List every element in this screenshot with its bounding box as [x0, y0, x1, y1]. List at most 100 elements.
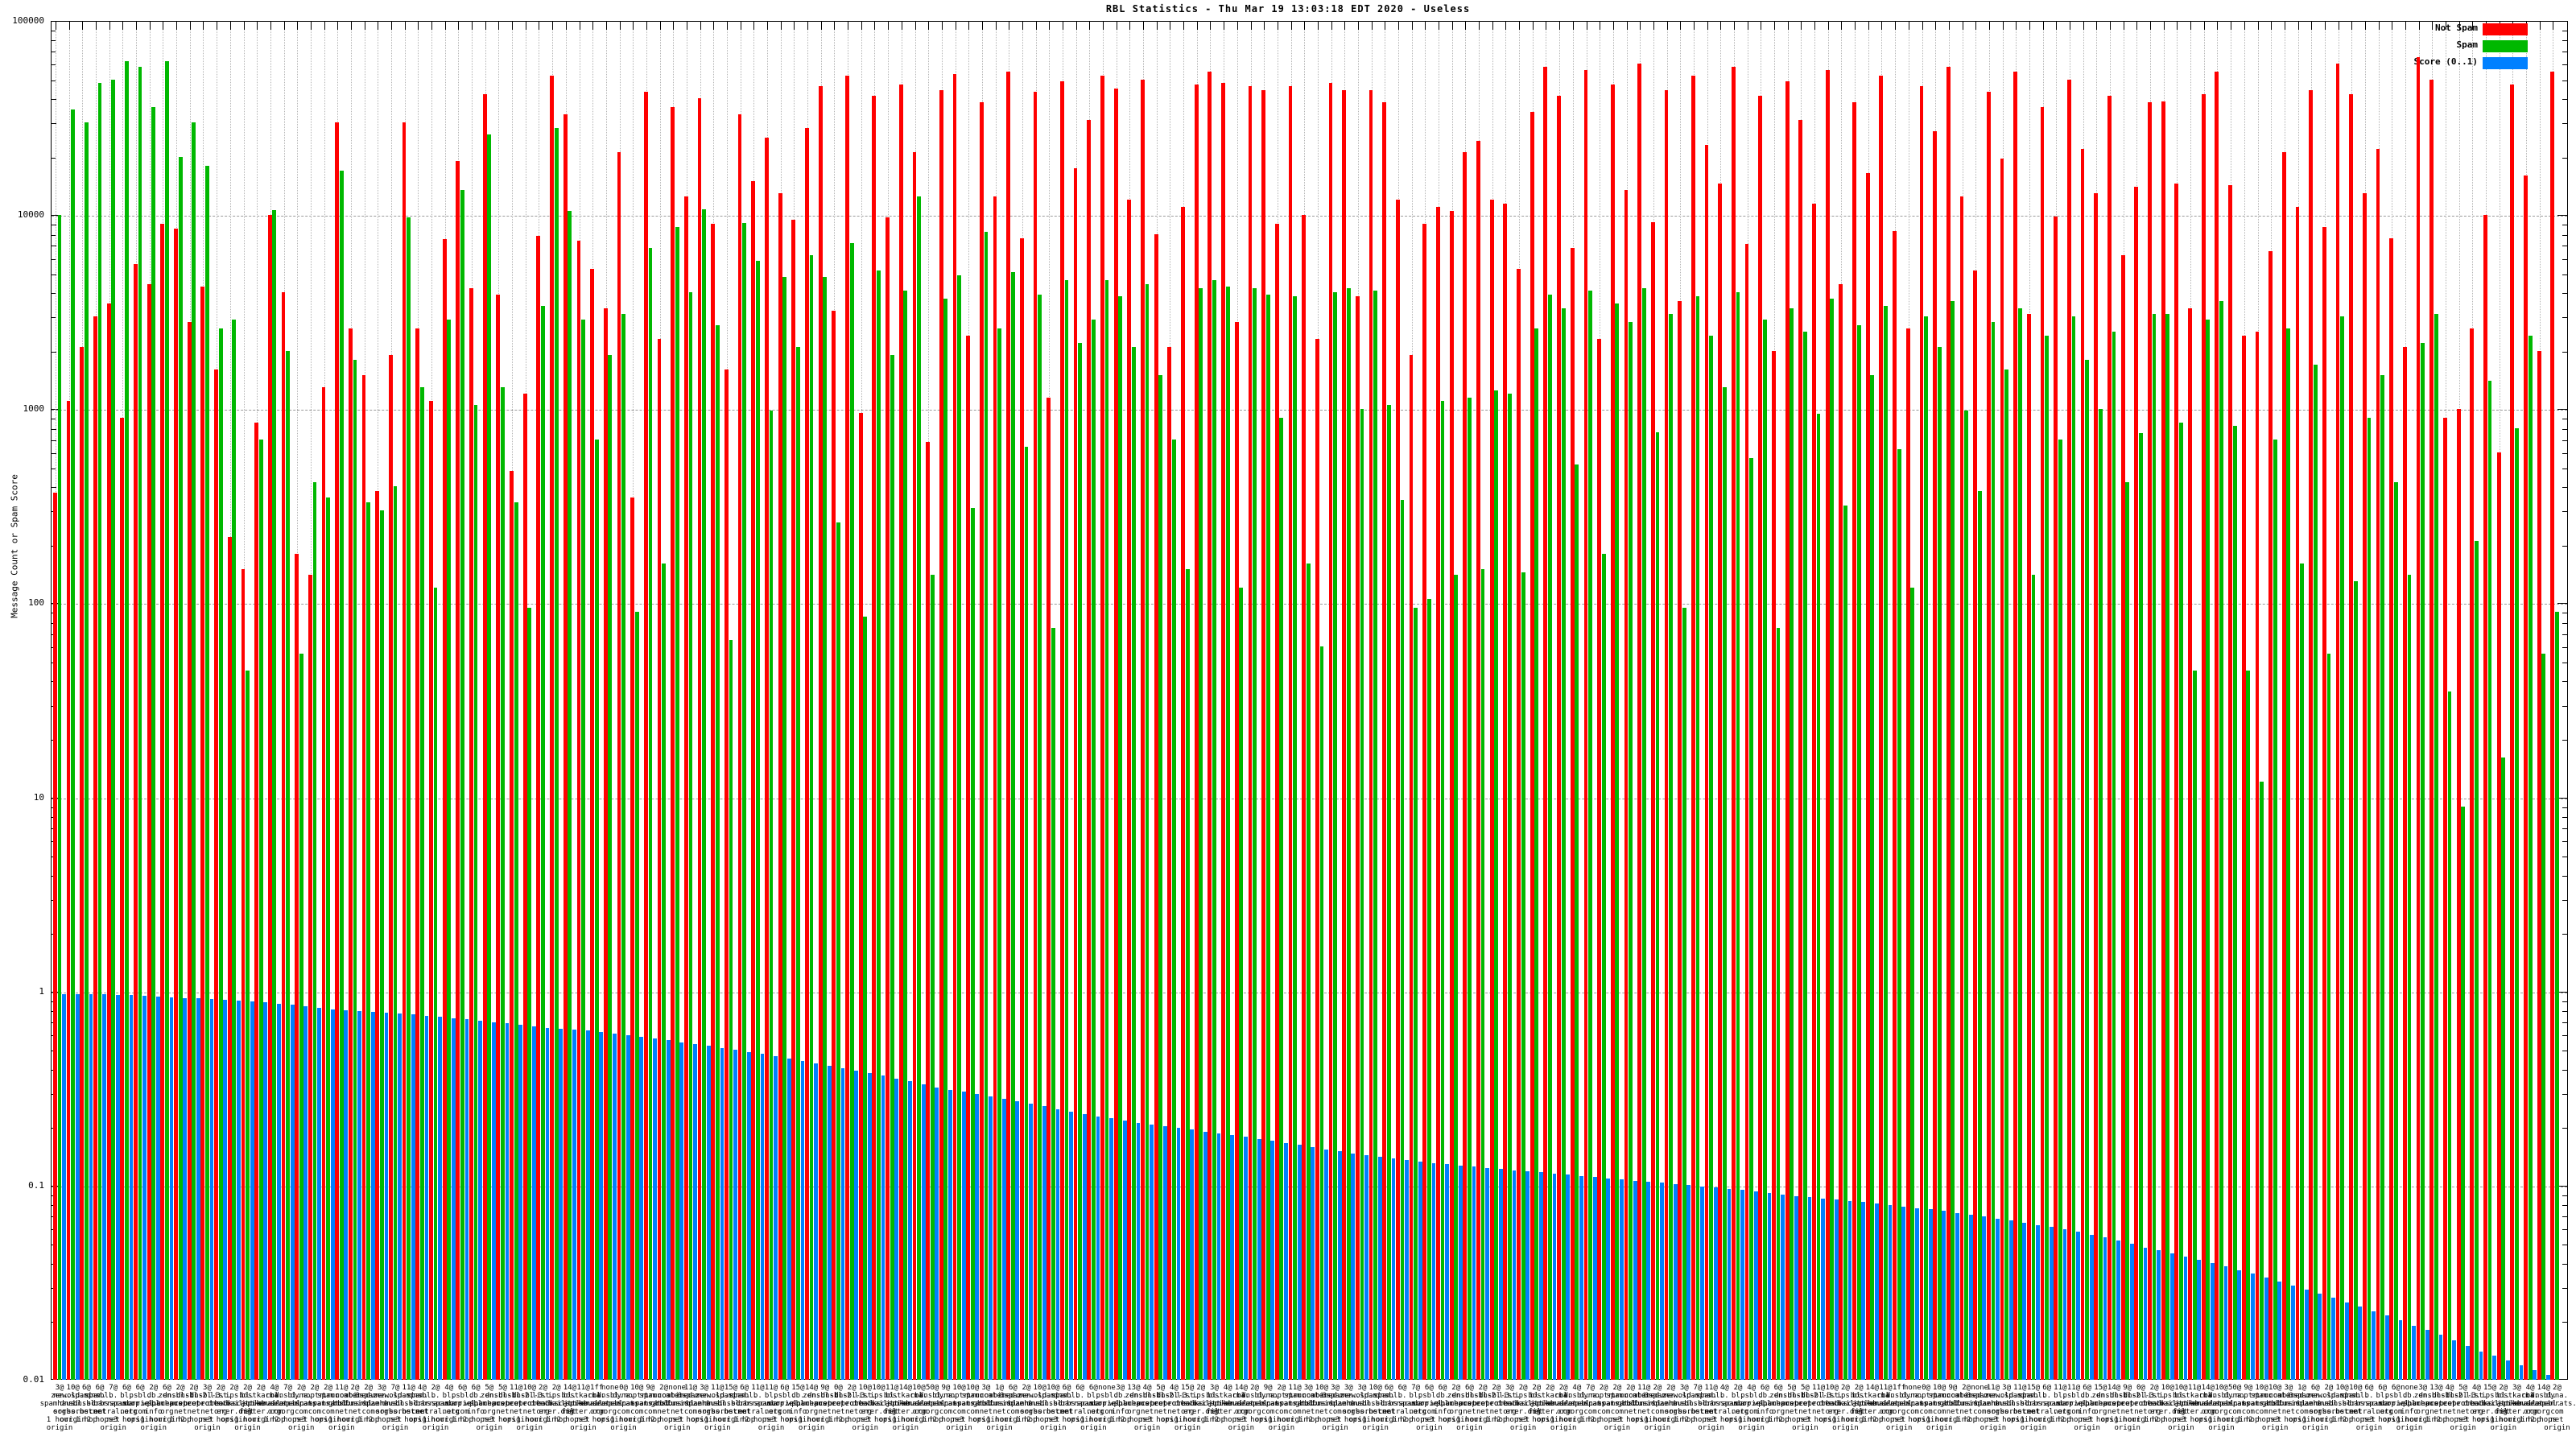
y-major-tick	[2557, 215, 2567, 217]
x-top-tick	[257, 22, 258, 30]
bar-spam	[2313, 364, 2318, 1380]
bar-score	[800, 1060, 805, 1380]
bar-spam	[1736, 292, 1740, 1380]
bar-spam	[1629, 322, 1633, 1380]
x-top-tick	[888, 22, 890, 30]
bar-spam	[2340, 316, 2344, 1380]
x-top-tick	[1801, 22, 1802, 30]
bar-spam	[782, 277, 787, 1380]
bar-score	[115, 994, 120, 1380]
y-minor-tick	[2562, 1322, 2567, 1323]
x-tick-label: 10@ dnsbl-3. uceprotect. net 1 hour orig…	[505, 1384, 554, 1432]
x-top-tick	[1774, 22, 1776, 30]
x-tick-label: 10@ old.spam. dnsbl. sorbs.net 1 hop	[2322, 1384, 2362, 1424]
bar-score	[102, 994, 107, 1380]
x-top-tick	[1881, 22, 1883, 30]
bar-score	[2143, 1247, 2148, 1380]
x-tick-label: 6@ old.spam. dnsbl. sorbs.net 1 hop	[66, 1384, 106, 1424]
x-tick-label: 2@ list. dnswl. org 3 hops	[207, 1384, 234, 1424]
x-tick-label: 11@ dnsbl. sorbs. net net origin	[1698, 1384, 1724, 1432]
bar-spam	[702, 209, 707, 1380]
x-tick-label: 3@ zen. spamhaus. org 1 hour origin	[39, 1384, 80, 1432]
x-tick-label: 9@ spam. spamrats. com 1 hop	[630, 1384, 671, 1424]
x-top-tick	[1371, 22, 1373, 30]
x-top-tick	[2472, 22, 2474, 30]
bar-spam	[715, 325, 720, 1380]
bar-spam	[1856, 325, 1861, 1380]
bar-notspam	[536, 236, 541, 1380]
x-tick-label: 11@ bl. mailspike. net origin	[870, 1384, 914, 1424]
bar-score	[1190, 1129, 1195, 1380]
x-tick-label: 6@ dnsbl. sorbs. net 3 hops	[1053, 1384, 1080, 1424]
bar-notspam	[106, 303, 111, 1380]
bar-score	[1324, 1149, 1328, 1380]
bar-spam	[1373, 290, 1378, 1380]
bar-score	[1982, 1216, 1987, 1380]
bar-spam	[473, 405, 478, 1380]
bar-notspam	[724, 369, 729, 1380]
bar-spam	[2421, 342, 2425, 1380]
x-top-tick	[472, 22, 473, 30]
bar-spam	[1400, 500, 1405, 1380]
bar-spam	[1534, 328, 1539, 1380]
bar-score	[827, 1065, 832, 1380]
x-top-tick	[1707, 22, 1708, 30]
bar-notspam	[1905, 328, 1910, 1380]
bar-notspam	[2255, 332, 2260, 1380]
bar-spam	[2300, 564, 2304, 1380]
bar-spam	[2232, 426, 2237, 1380]
bar-notspam	[1060, 80, 1064, 1380]
x-tick-label: 6@ zen. spamhaus. org 1 hour origin	[2295, 1384, 2335, 1432]
bar-notspam	[2054, 217, 2058, 1380]
x-top-tick	[2096, 22, 2098, 30]
bar-score	[935, 1088, 939, 1380]
bar-score	[1753, 1191, 1758, 1380]
x-tick-label: 2@ noptr. spamrats. com 3 hops	[295, 1384, 335, 1424]
bar-score	[894, 1078, 899, 1380]
bar-spam	[863, 617, 868, 1380]
bar-notspam	[2483, 215, 2487, 1380]
bar-notspam	[522, 394, 527, 1380]
x-tick-label: 10@ cbl. abuseat. org origin	[901, 1384, 937, 1424]
x-top-tick	[659, 22, 661, 30]
bar-notspam	[1557, 96, 1561, 1380]
x-tick-label: 4@ dnsbl. sorbs. net origin	[409, 1384, 436, 1424]
x-tick-label: 3@ bl. mailspike. net 1 hop	[1192, 1384, 1236, 1424]
x-top-tick	[794, 22, 795, 30]
y-minor-tick	[52, 487, 56, 489]
x-top-tick	[834, 22, 836, 30]
bar-notspam	[1772, 350, 1776, 1380]
bar-score	[62, 993, 66, 1380]
bar-notspam	[2067, 79, 2071, 1380]
x-tick-label: 10@ new.spam. dnsbl. sorbs.net origin	[53, 1384, 93, 1424]
x-tick-label: 2@ noptr. spamrats. com 2 hops	[1583, 1384, 1624, 1424]
bar-spam	[1910, 588, 1915, 1380]
x-tick-label: 6@ db. wpbl. info net origin	[2074, 1384, 2100, 1432]
x-tick-label: 10@ new.spam. dnsbl. sorbs.net 2 hops	[1020, 1384, 1060, 1424]
bar-notspam	[1919, 86, 1924, 1380]
x-tick-label: 7@ b. barracuda central.org net origin	[89, 1384, 138, 1432]
bar-score	[370, 1011, 375, 1380]
bar-notspam	[510, 471, 514, 1380]
bar-score	[1257, 1138, 1261, 1380]
x-top-tick	[2056, 22, 2058, 30]
x-top-tick	[1895, 22, 1897, 30]
x-top-tick	[861, 22, 862, 30]
bar-spam	[2353, 580, 2358, 1380]
x-tick-label: 1@ combined. rbl.msrbl. net 1 hour origi…	[977, 1384, 1022, 1432]
y-major-tick	[2557, 409, 2567, 411]
bar-score	[75, 993, 80, 1380]
y-minor-tick	[2562, 293, 2567, 295]
bar-score	[398, 1013, 402, 1380]
x-top-tick	[820, 22, 822, 30]
x-tick-label: 2@ ips. backscatt erer.org 1 hop	[536, 1384, 576, 1424]
x-top-tick	[1250, 22, 1252, 30]
x-tick-label: 11@ old.spam. dnsbl. sorbs.net origin	[2000, 1384, 2040, 1424]
x-tick-label: 6@ psbl. surriel. com 1 hop	[444, 1384, 481, 1424]
bar-score	[1646, 1181, 1651, 1380]
x-tick-label: 3@ zen. spamhaus. org 3 hops	[1328, 1384, 1368, 1424]
x-tick-label: 10@ ips. backscatt erer.org 3 hops	[859, 1384, 898, 1424]
bar-spam	[138, 67, 142, 1380]
x-tick-label: 10@ spam. spamrats. com 2 hops	[2242, 1384, 2281, 1424]
x-top-tick	[1143, 22, 1145, 30]
